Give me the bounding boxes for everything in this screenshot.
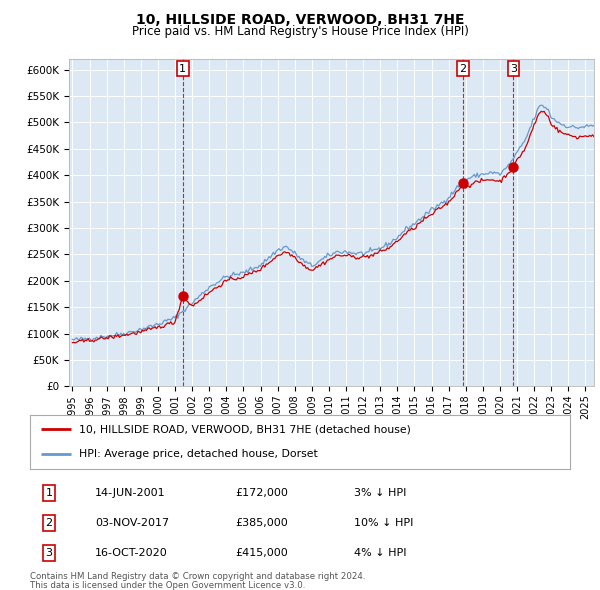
Text: 3: 3 (46, 548, 52, 558)
Text: 10% ↓ HPI: 10% ↓ HPI (354, 518, 413, 528)
Text: This data is licensed under the Open Government Licence v3.0.: This data is licensed under the Open Gov… (30, 581, 305, 590)
Text: 1: 1 (179, 64, 186, 74)
Text: 14-JUN-2001: 14-JUN-2001 (95, 488, 166, 498)
Text: 4% ↓ HPI: 4% ↓ HPI (354, 548, 407, 558)
Text: £385,000: £385,000 (235, 518, 288, 528)
Text: £415,000: £415,000 (235, 548, 288, 558)
Text: 3% ↓ HPI: 3% ↓ HPI (354, 488, 406, 498)
Text: HPI: Average price, detached house, Dorset: HPI: Average price, detached house, Dors… (79, 450, 317, 460)
Text: 3: 3 (510, 64, 517, 74)
Text: 10, HILLSIDE ROAD, VERWOOD, BH31 7HE (detached house): 10, HILLSIDE ROAD, VERWOOD, BH31 7HE (de… (79, 424, 410, 434)
Text: 10, HILLSIDE ROAD, VERWOOD, BH31 7HE: 10, HILLSIDE ROAD, VERWOOD, BH31 7HE (136, 13, 464, 27)
Text: 2: 2 (46, 518, 52, 528)
Text: 2: 2 (460, 64, 467, 74)
Text: £172,000: £172,000 (235, 488, 288, 498)
Text: 16-OCT-2020: 16-OCT-2020 (95, 548, 167, 558)
Text: Price paid vs. HM Land Registry's House Price Index (HPI): Price paid vs. HM Land Registry's House … (131, 25, 469, 38)
Text: Contains HM Land Registry data © Crown copyright and database right 2024.: Contains HM Land Registry data © Crown c… (30, 572, 365, 581)
Text: 1: 1 (46, 488, 52, 498)
Text: 03-NOV-2017: 03-NOV-2017 (95, 518, 169, 528)
